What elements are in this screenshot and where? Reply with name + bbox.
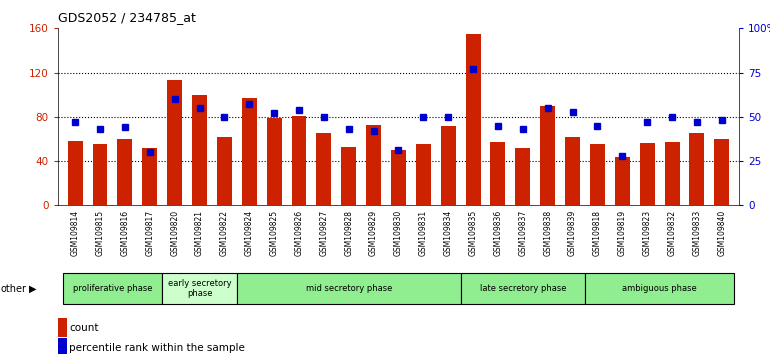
Text: other: other xyxy=(1,284,27,293)
Bar xyxy=(615,156,630,205)
Text: proliferative phase: proliferative phase xyxy=(72,284,152,293)
Bar xyxy=(341,147,357,205)
Bar xyxy=(316,133,331,205)
Bar xyxy=(266,118,282,205)
Bar xyxy=(515,148,531,205)
Bar xyxy=(490,142,505,205)
Bar xyxy=(62,273,162,304)
Bar xyxy=(237,273,460,304)
Bar xyxy=(541,106,555,205)
Text: late secretory phase: late secretory phase xyxy=(480,284,566,293)
Bar xyxy=(167,80,182,205)
Bar xyxy=(460,273,585,304)
Bar xyxy=(416,144,430,205)
Bar xyxy=(292,116,306,205)
Bar xyxy=(367,125,381,205)
Bar xyxy=(440,126,456,205)
Bar xyxy=(590,144,605,205)
Bar xyxy=(565,137,580,205)
Bar xyxy=(192,95,207,205)
Text: mid secretory phase: mid secretory phase xyxy=(306,284,392,293)
Bar xyxy=(162,273,237,304)
Text: ▶: ▶ xyxy=(29,284,37,293)
Bar xyxy=(217,137,232,205)
Bar xyxy=(585,273,735,304)
Bar xyxy=(665,142,679,205)
Bar xyxy=(242,98,256,205)
Bar xyxy=(118,139,132,205)
Bar xyxy=(689,133,705,205)
Bar xyxy=(391,150,406,205)
Bar xyxy=(715,139,729,205)
Text: early secretory
phase: early secretory phase xyxy=(168,279,231,298)
Text: GDS2052 / 234785_at: GDS2052 / 234785_at xyxy=(58,11,196,24)
Bar xyxy=(92,144,108,205)
Bar xyxy=(466,34,480,205)
Bar xyxy=(640,143,654,205)
Bar xyxy=(68,141,82,205)
Text: count: count xyxy=(69,323,99,333)
Text: percentile rank within the sample: percentile rank within the sample xyxy=(69,343,245,353)
Bar xyxy=(142,148,157,205)
Text: ambiguous phase: ambiguous phase xyxy=(622,284,697,293)
